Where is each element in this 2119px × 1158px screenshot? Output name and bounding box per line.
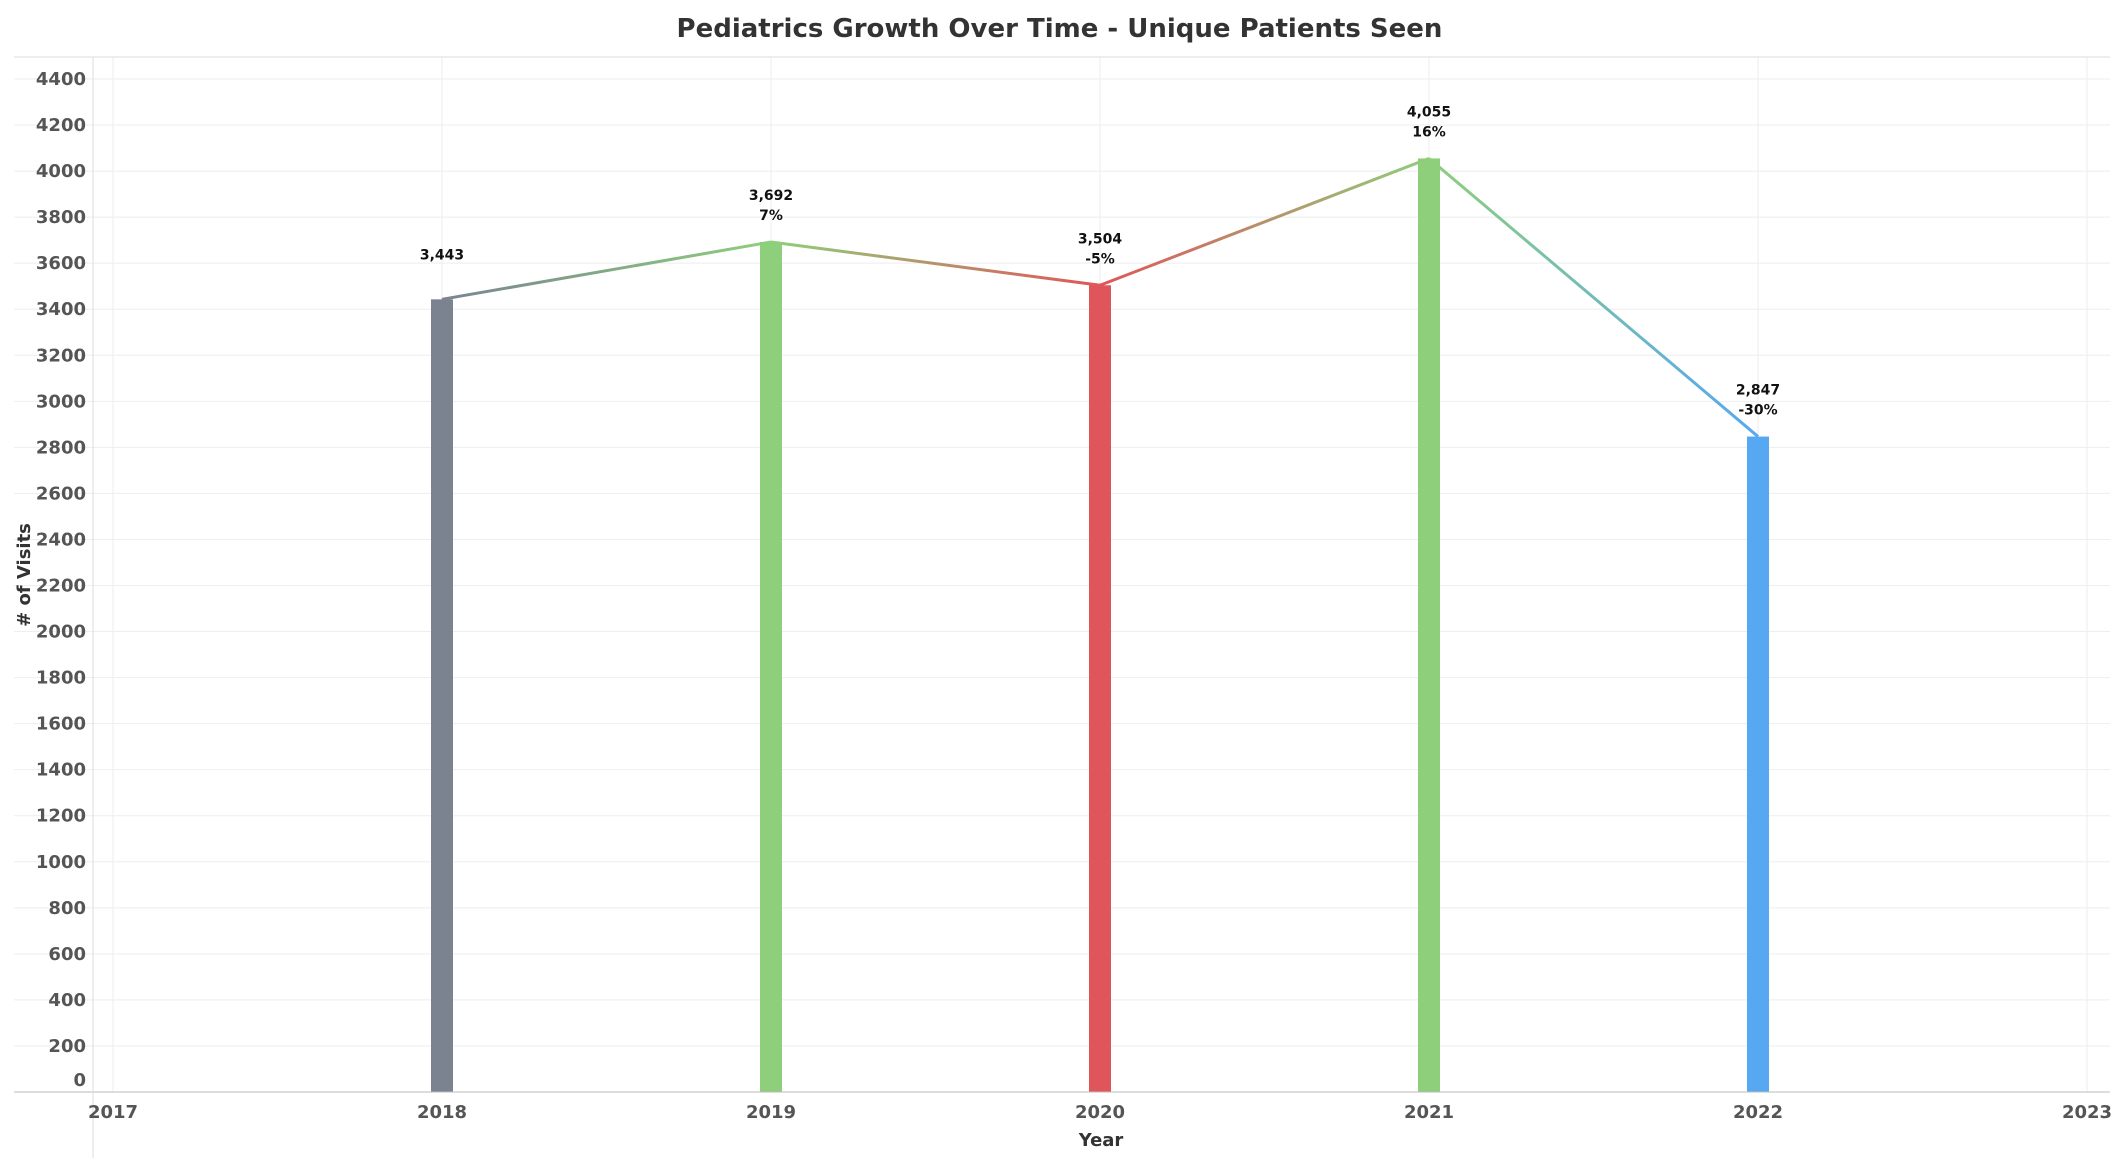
y-tick-label: 800 (48, 898, 86, 919)
x-axis-title: Year (1078, 1130, 1124, 1151)
y-tick-label: 2800 (36, 437, 86, 458)
data-label-value: 4,055 (1407, 104, 1451, 120)
bar-2021 (1418, 158, 1440, 1092)
y-tick-label: 4000 (36, 161, 86, 182)
chart-title: Pediatrics Growth Over Time - Unique Pat… (676, 14, 1443, 44)
y-tick-label: 3000 (36, 391, 86, 412)
line-segment-2019-2020 (770, 240, 1101, 287)
bar-2022 (1747, 436, 1769, 1092)
bar-2020 (1089, 285, 1111, 1092)
x-tick-label: 2018 (417, 1102, 467, 1123)
y-tick-label: 3200 (36, 345, 86, 366)
bars-layer (431, 158, 1769, 1092)
y-tick-label: 2200 (36, 576, 86, 597)
data-label-pct: 7% (759, 208, 783, 224)
data-label-value: 3,692 (749, 188, 793, 204)
line-segment-2018-2019 (441, 240, 772, 301)
data-label-pct: -30% (1738, 403, 1777, 419)
x-tick-label: 2017 (88, 1102, 138, 1123)
y-tick-label: 0 (73, 1070, 86, 1091)
data-label-pct: 16% (1412, 124, 1446, 140)
y-tick-label: 3600 (36, 253, 86, 274)
y-tick-label: 2400 (36, 529, 86, 550)
data-label-value: 3,504 (1078, 231, 1123, 247)
y-tick-label: 1200 (36, 806, 86, 827)
y-tick-label: 400 (48, 990, 86, 1011)
lines-layer (441, 157, 1759, 438)
labels-layer: 3,443 3,692 7% 3,504 -5% 4,055 16% 2,847 -30% (420, 104, 1780, 418)
grid-layer (14, 57, 2110, 1092)
y-tick-label: 3800 (36, 207, 86, 228)
x-tick-label: 2020 (1075, 1102, 1125, 1123)
x-tick-label: 2019 (746, 1102, 796, 1123)
line-segment-2021-2022 (1428, 157, 1759, 438)
y-tick-label: 2600 (36, 483, 86, 504)
y-tick-label: 2000 (36, 622, 86, 643)
x-tick-label: 2021 (1404, 1102, 1454, 1123)
axes-layer: # of Visits Year 0 200 400 600 800 1000 1200 14… (14, 56, 2112, 1158)
y-tick-label: 4400 (36, 69, 86, 90)
y-tick-label: 600 (48, 944, 86, 965)
y-tick-label: 1000 (36, 852, 86, 873)
data-label-value: 3,443 (420, 247, 464, 263)
bar-2018 (431, 299, 453, 1092)
y-tick-label: 4200 (36, 115, 86, 136)
y-tick-label: 1600 (36, 714, 86, 735)
y-tick-label: 1400 (36, 760, 86, 781)
y-tick-label: 1800 (36, 668, 86, 689)
x-tick-label: 2022 (1733, 1102, 1783, 1123)
data-label-value: 2,847 (1736, 383, 1780, 399)
y-axis-title: # of Visits (14, 523, 35, 627)
bar-2019 (760, 242, 782, 1092)
line-segment-2020-2021 (1099, 157, 1430, 287)
x-tick-label: 2023 (2062, 1102, 2112, 1123)
data-label-pct: -5% (1085, 251, 1115, 267)
y-tick-label: 3400 (36, 299, 86, 320)
y-tick-label: 200 (48, 1036, 86, 1057)
